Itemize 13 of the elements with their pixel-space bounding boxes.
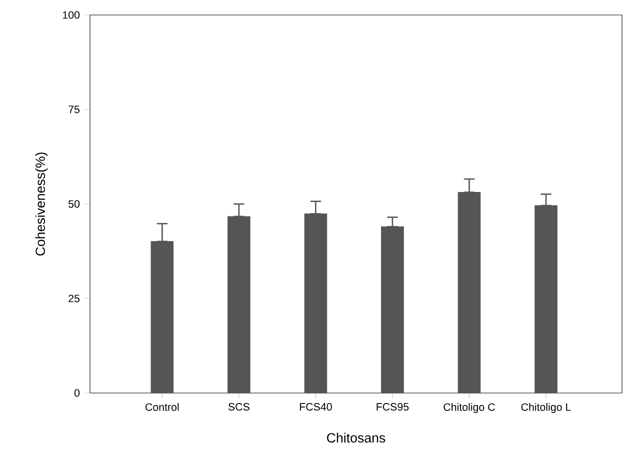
y-tick-label: 50 (68, 200, 80, 208)
y-axis-title: Cohesiveness(%) (35, 152, 48, 256)
x-tick-label: Chitoligo C (444, 403, 495, 413)
x-tick-label: FCS40 (300, 403, 332, 411)
y-tick-label: 0 (74, 389, 80, 397)
y-tick-label: 100 (62, 11, 80, 19)
x-tick-label: FCS95 (376, 403, 409, 411)
x-tick-label: Chitoligo L (521, 403, 571, 413)
y-tick-label: 75 (68, 106, 80, 114)
y-tick-label: 25 (68, 294, 80, 302)
x-tick-label: SCS (228, 403, 250, 411)
x-tick-label: Control (146, 403, 179, 411)
x-axis-title: Chitosans (327, 432, 386, 443)
